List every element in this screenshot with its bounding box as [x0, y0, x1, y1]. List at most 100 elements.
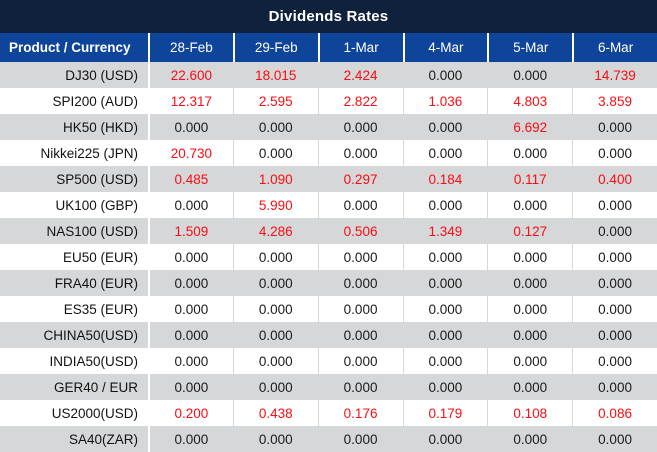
product-cell: US2000(USD)	[51, 405, 138, 421]
dividend-value-cell: 0.000	[572, 140, 657, 166]
dividend-value-cell: 0.400	[572, 166, 657, 192]
dividend-value-cell: 0.000	[572, 114, 657, 140]
dividend-value-cell: 1.509	[148, 218, 233, 244]
dividend-value-cell: 0.000	[317, 374, 403, 400]
dividend-value-cell: 0.000	[402, 192, 488, 218]
dividend-value-cell: 20.730	[148, 140, 233, 166]
product-cell: NAS100 (USD)	[46, 223, 138, 239]
dividend-value-cell: 0.000	[148, 426, 233, 452]
dividend-value-cell: 0.000	[402, 140, 488, 166]
dividend-value-cell: 0.297	[317, 166, 403, 192]
dividend-value-cell: 0.000	[487, 374, 572, 400]
table-row: DJ30 (USD) 22.600 18.015 2.424 0.000 0.000 14.…	[0, 62, 657, 88]
dividend-value-cell: 0.000	[317, 244, 403, 270]
dividend-value-cell: 0.000	[402, 270, 488, 296]
date-column-header: 1-Mar	[317, 33, 403, 62]
dividend-value-cell: 0.000	[317, 192, 403, 218]
dividend-value-cell: 0.000	[232, 270, 318, 296]
product-cell: HK50 (HKD)	[62, 119, 138, 135]
dividend-value-cell: 0.000	[232, 140, 318, 166]
dividend-value-cell: 4.286	[232, 218, 318, 244]
dividend-value-cell: 0.179	[402, 400, 488, 426]
date-column-header: 4-Mar	[402, 33, 488, 62]
table-row: SA40(ZAR) 0.000 0.000 0.000 0.000 0.000 0.000	[0, 426, 657, 452]
dividend-value-cell: 12.317	[148, 88, 233, 114]
table-row: FRA40 (EUR) 0.000 0.000 0.000 0.000 0.000 0.00…	[0, 270, 657, 296]
dividend-value-cell: 22.600	[148, 62, 233, 88]
dividend-value-cell: 0.000	[232, 114, 318, 140]
table-title-text: Dividends Rates	[268, 8, 389, 25]
table-row: ES35 (EUR) 0.000 0.000 0.000 0.000 0.000 0.000	[0, 296, 657, 322]
dividend-value-cell: 1.090	[232, 166, 318, 192]
product-cell: GER40 / EUR	[53, 379, 138, 395]
dividend-value-cell: 0.000	[402, 374, 488, 400]
dividend-value-cell: 0.000	[317, 322, 403, 348]
dividend-value-cell: 0.000	[317, 296, 403, 322]
dividend-value-cell: 0.000	[487, 192, 572, 218]
dividend-value-cell: 0.000	[572, 218, 657, 244]
dividend-value-cell: 0.000	[232, 322, 318, 348]
product-cell: DJ30 (USD)	[65, 67, 138, 83]
dividend-value-cell: 0.000	[317, 426, 403, 452]
dividend-value-cell: 0.000	[572, 296, 657, 322]
dividend-value-cell: 0.000	[572, 322, 657, 348]
dividend-value-cell: 2.595	[232, 88, 318, 114]
dividend-value-cell: 0.176	[317, 400, 403, 426]
product-cell: ES35 (EUR)	[63, 301, 138, 317]
dividend-value-cell: 0.000	[148, 296, 233, 322]
dividend-value-cell: 0.000	[402, 426, 488, 452]
product-cell: CHINA50(USD)	[43, 327, 138, 343]
dividend-value-cell: 0.000	[232, 348, 318, 374]
product-cell: FRA40 (EUR)	[54, 275, 138, 291]
dividend-value-cell: 0.000	[487, 140, 572, 166]
table-row: US2000(USD) 0.200 0.438 0.176 0.179 0.108 0.08…	[0, 400, 657, 426]
dividend-value-cell: 0.117	[487, 166, 572, 192]
dividend-value-cell: 0.000	[148, 270, 233, 296]
dividend-value-cell: 0.000	[148, 348, 233, 374]
table-row: Nikkei225 (JPN) 20.730 0.000 0.000 0.000 0.00…	[0, 140, 657, 166]
dividend-value-cell: 0.200	[148, 400, 233, 426]
dividend-value-cell: 0.438	[232, 400, 318, 426]
table-row: GER40 / EUR 0.000 0.000 0.000 0.000 0.000 0.00…	[0, 374, 657, 400]
dividend-value-cell: 0.000	[487, 244, 572, 270]
dividend-value-cell: 1.036	[402, 88, 488, 114]
dividend-value-cell: 0.184	[402, 166, 488, 192]
dividend-value-cell: 0.127	[487, 218, 572, 244]
product-cell: SPI200 (AUD)	[52, 93, 138, 109]
dividend-value-cell: 0.000	[572, 348, 657, 374]
dividend-value-cell: 0.000	[402, 322, 488, 348]
dividend-value-cell: 0.000	[402, 296, 488, 322]
dividend-value-cell: 0.000	[148, 374, 233, 400]
table-row: EU50 (EUR) 0.000 0.000 0.000 0.000 0.000 0.000	[0, 244, 657, 270]
dividend-value-cell: 6.692	[487, 114, 572, 140]
date-column-header: 28-Feb	[148, 33, 233, 62]
dividend-value-cell: 2.822	[317, 88, 403, 114]
dividend-value-cell: 2.424	[317, 62, 403, 88]
date-column-header: 5-Mar	[487, 33, 572, 62]
table-body: DJ30 (USD) 22.600 18.015 2.424 0.000 0.000 14.…	[0, 62, 657, 452]
dividend-value-cell: 0.000	[232, 244, 318, 270]
table-row: NAS100 (USD) 1.509 4.286 0.506 1.349 0.127 0.0…	[0, 218, 657, 244]
product-cell: EU50 (EUR)	[62, 249, 138, 265]
date-column-header: 29-Feb	[232, 33, 318, 62]
dividend-value-cell: 0.000	[402, 114, 488, 140]
dividend-value-cell: 0.000	[402, 244, 488, 270]
dividend-value-cell: 0.506	[317, 218, 403, 244]
table-row: SPI200 (AUD) 12.317 2.595 2.822 1.036 4.803 3.…	[0, 88, 657, 114]
table-row: INDIA50(USD) 0.000 0.000 0.000 0.000 0.000 0.0…	[0, 348, 657, 374]
product-cell: SA40(ZAR)	[68, 431, 138, 447]
dividend-value-cell: 5.990	[232, 192, 318, 218]
dividend-value-cell: 0.000	[317, 270, 403, 296]
table-row: HK50 (HKD) 0.000 0.000 0.000 0.000 6.692 0.000	[0, 114, 657, 140]
dividend-value-cell: 0.000	[572, 244, 657, 270]
dividend-value-cell: 0.485	[148, 166, 233, 192]
dividend-value-cell: 0.000	[487, 270, 572, 296]
table-title: Dividends Rates	[0, 0, 657, 33]
dividend-value-cell: 0.000	[317, 348, 403, 374]
dividend-value-cell: 0.000	[148, 192, 233, 218]
dividend-value-cell: 0.000	[232, 374, 318, 400]
dividend-value-cell: 0.000	[148, 244, 233, 270]
dividend-value-cell: 0.000	[487, 62, 572, 88]
dividend-value-cell: 0.000	[572, 374, 657, 400]
